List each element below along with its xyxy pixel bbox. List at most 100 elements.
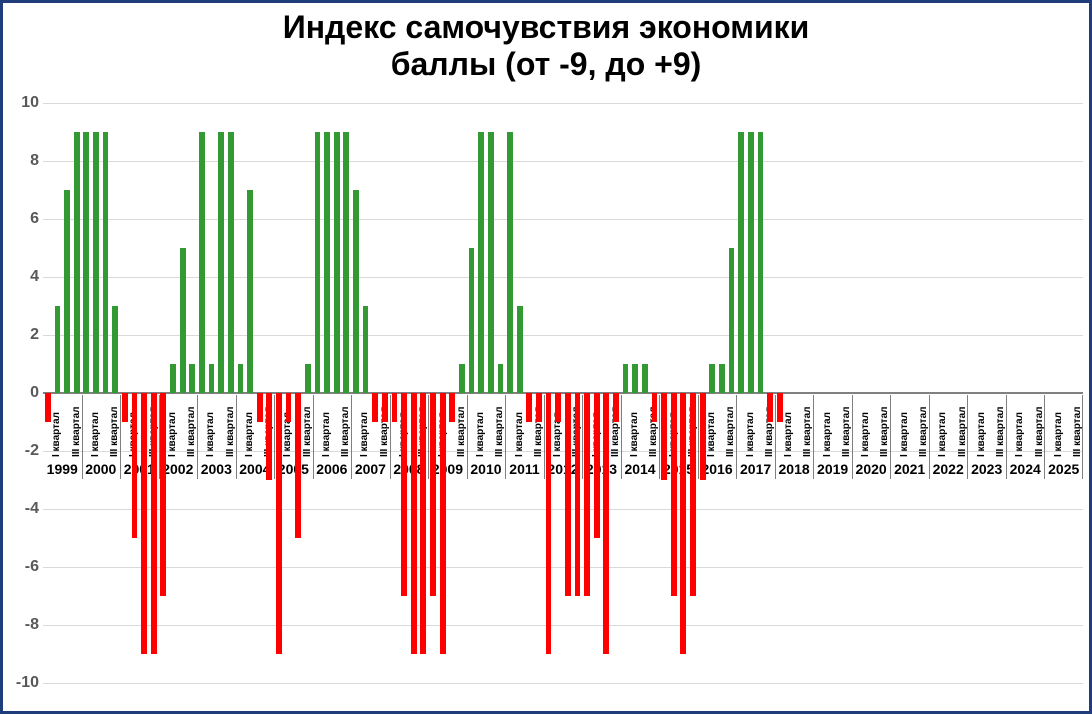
quarter-label: III квартал: [71, 407, 82, 457]
quarter-label: III квартал: [957, 407, 968, 457]
bar: [343, 132, 349, 393]
y-tick-label: -2: [5, 442, 39, 460]
bar: [103, 132, 109, 393]
quarter-label: I квартал: [475, 412, 486, 457]
quarter-label: I квартал: [706, 412, 717, 457]
year-label: 2017: [736, 461, 775, 477]
bar: [642, 364, 648, 393]
chart-title-line-2: баллы (от -9, до +9): [3, 46, 1089, 83]
bar: [767, 393, 773, 422]
quarter-label: III квартал: [302, 407, 313, 457]
year-label: 1999: [43, 461, 82, 477]
year-label: 2024: [1006, 461, 1045, 477]
bar: [709, 364, 715, 393]
year-label: 2011: [505, 461, 544, 477]
bar: [546, 393, 552, 654]
year-label: 2018: [775, 461, 814, 477]
bar: [758, 132, 764, 393]
quarter-label: III квартал: [456, 407, 467, 457]
quarter-label: III квартал: [725, 407, 736, 457]
quarter-label: III квартал: [918, 407, 929, 457]
quarter-label: III квартал: [186, 407, 197, 457]
bar: [83, 132, 89, 393]
bar: [55, 306, 61, 393]
gridline: [43, 509, 1083, 510]
bar: [189, 364, 195, 393]
bar: [517, 306, 523, 393]
bar: [238, 364, 244, 393]
bar: [623, 364, 629, 393]
year-label: 2003: [197, 461, 236, 477]
bar: [228, 132, 234, 393]
gridline: [43, 683, 1083, 684]
bar: [449, 393, 455, 422]
quarter-label: I квартал: [1053, 412, 1064, 457]
year-label: 2019: [813, 461, 852, 477]
bar: [392, 393, 398, 422]
bar: [247, 190, 253, 393]
y-tick-label: 2: [5, 326, 39, 344]
quarter-label: I квартал: [860, 412, 871, 457]
bar: [459, 364, 465, 393]
bar: [488, 132, 494, 393]
year-label: 2023: [967, 461, 1006, 477]
y-tick-label: -6: [5, 558, 39, 576]
bar: [141, 393, 147, 654]
bar: [112, 306, 118, 393]
quarter-label: I квартал: [783, 412, 794, 457]
year-label: 2020: [852, 461, 891, 477]
bar: [257, 393, 263, 422]
bar: [305, 364, 311, 393]
quarter-label: III квартал: [109, 407, 120, 457]
bar: [613, 393, 619, 422]
quarter-label: III квартал: [340, 407, 351, 457]
bar: [584, 393, 590, 596]
bar: [315, 132, 321, 393]
quarter-label: III квартал: [995, 407, 1006, 457]
quarter-label: III квартал: [879, 407, 890, 457]
quarter-label: III квартал: [802, 407, 813, 457]
bar: [199, 132, 205, 393]
quarter-label: I квартал: [899, 412, 910, 457]
bar: [671, 393, 677, 596]
bar: [209, 364, 215, 393]
quarter-label: I квартал: [629, 412, 640, 457]
quarter-label: I квартал: [976, 412, 987, 457]
bar: [160, 393, 166, 596]
quarter-label: III квартал: [841, 407, 852, 457]
bar: [420, 393, 426, 654]
y-tick-label: 4: [5, 268, 39, 286]
quarter-label: III квартал: [1034, 407, 1045, 457]
bar: [690, 393, 696, 596]
year-label: 2010: [467, 461, 506, 477]
bar: [738, 132, 744, 393]
quarter-label: III квартал: [1072, 407, 1083, 457]
bar: [680, 393, 686, 654]
quarter-label: III квартал: [225, 407, 236, 457]
bar: [132, 393, 138, 538]
bar: [700, 393, 706, 480]
bar: [652, 393, 658, 422]
bar: [729, 248, 735, 393]
bar: [170, 364, 176, 393]
quarter-label: I квартал: [321, 412, 332, 457]
quarter-label: I квартал: [90, 412, 101, 457]
bar: [266, 393, 272, 480]
bar: [632, 364, 638, 393]
chart-title: Индекс самочувствия экономики баллы (от …: [3, 3, 1089, 83]
bar: [353, 190, 359, 393]
bar: [45, 393, 51, 422]
bar: [93, 132, 99, 393]
y-tick-label: -4: [5, 500, 39, 518]
bar: [372, 393, 378, 422]
bar: [555, 393, 561, 422]
bar: [661, 393, 667, 480]
bar: [334, 132, 340, 393]
y-tick-label: 10: [5, 94, 39, 112]
bar: [324, 132, 330, 393]
chart-plot: -10-8-6-4-202468101999200020012002200320…: [43, 103, 1083, 683]
quarter-label: I квартал: [167, 412, 178, 457]
y-tick-label: 0: [5, 384, 39, 402]
bar: [594, 393, 600, 538]
y-tick-label: -8: [5, 616, 39, 634]
